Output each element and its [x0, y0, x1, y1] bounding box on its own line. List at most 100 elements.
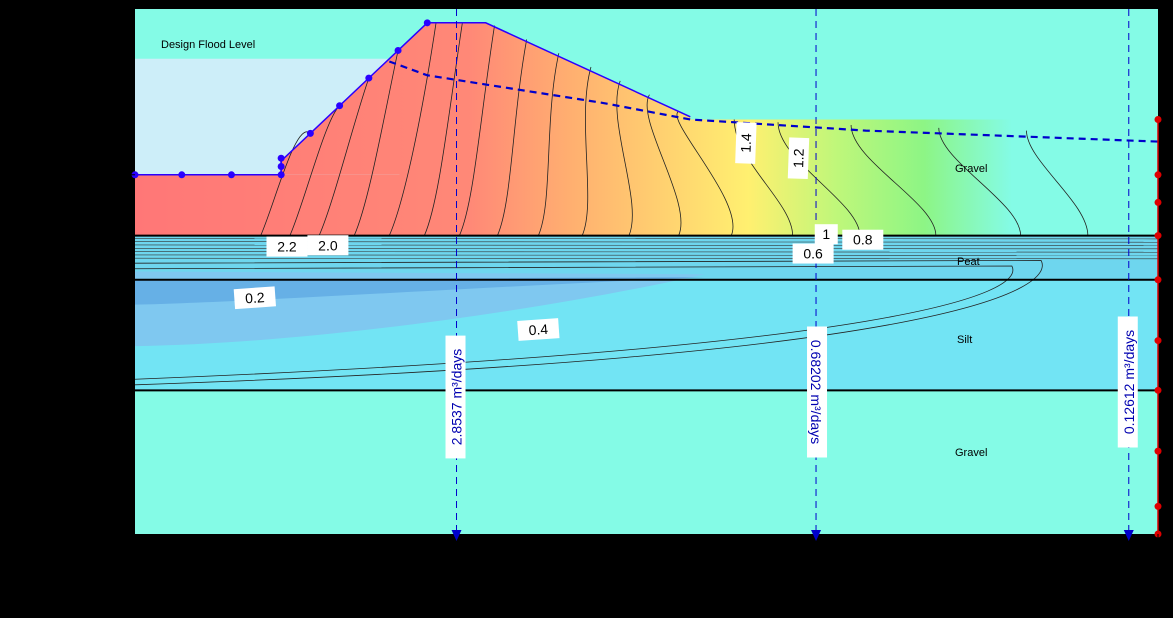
contour-label-box	[842, 229, 884, 250]
flux-section-arrow	[451, 530, 462, 541]
x-tick-label: 30	[1005, 541, 1019, 556]
y-tick-label: -11.5	[99, 471, 128, 486]
lowest-head-zone	[135, 277, 705, 305]
upstream-boundary-node	[277, 163, 285, 170]
y-tick-label: -6.5	[106, 333, 128, 348]
x-tick-label: 5	[278, 541, 285, 556]
contour-line	[260, 131, 311, 236]
flux-label-group: 2.8537 m³/days	[445, 335, 466, 459]
upstream-boundary-node	[365, 74, 373, 82]
upstream-boundary-node	[336, 102, 344, 110]
contour-label-text: 0.4	[528, 321, 549, 338]
contour-line	[537, 53, 560, 236]
contour-line	[353, 50, 399, 236]
y-tick-label: -12.5	[98, 498, 128, 513]
head-contours	[134, 22, 1159, 386]
contour-labels: 2.2 2.0 0.2 0.4 1.4 1.2 1 0.8 0.6	[233, 122, 884, 341]
layer-gravel	[135, 390, 1158, 534]
contour-label: 0.6	[792, 243, 834, 264]
x-tick-label: 20	[712, 541, 726, 556]
flux-value-label: 0.12612 m³/days	[1121, 330, 1137, 434]
y-tick-label: -5.5	[106, 305, 128, 320]
contour-line	[938, 127, 1022, 236]
x-tick-label: 0	[131, 541, 138, 556]
contour-label-text: 1.4	[738, 133, 755, 153]
flux-label-group: 0.68202 m³/days	[807, 326, 828, 458]
contour-line	[1026, 130, 1089, 236]
contour-label: 1.4	[735, 122, 757, 164]
contour-label-text: 2.2	[277, 239, 297, 255]
y-tick-label: -8.5	[106, 388, 128, 403]
gravel-top-label: Gravel	[955, 163, 987, 175]
upstream-boundary-node	[423, 19, 431, 27]
contour-label: 2.2	[266, 236, 308, 257]
x-tick-label: 35	[1151, 541, 1165, 556]
layer-boundaries	[135, 160, 1158, 392]
x-tick-label: 15	[566, 541, 580, 556]
contour-label-text: 1	[822, 226, 830, 242]
design-flood-level-label: Design Flood Level	[161, 39, 255, 51]
contour-line	[777, 122, 861, 236]
flux-label-box	[445, 335, 466, 459]
upstream-boundary-node	[306, 129, 314, 137]
flux-label-box	[807, 326, 828, 458]
y-tick-label: -3.5	[106, 250, 128, 265]
gravel-bottom-label: Gravel	[955, 447, 987, 459]
contour-line	[134, 257, 1159, 260]
y-tick-label: 3.5	[110, 56, 128, 71]
contour-label: 2.0	[307, 235, 349, 256]
contour-line	[850, 125, 937, 236]
x-tick-label: 10	[420, 541, 434, 556]
flux-sections: 2.8537 m³/days 0.68202 m³/days 0.12612 m³/…	[445, 9, 1138, 541]
y-tick-label: -1.5	[106, 194, 128, 209]
contour-line	[646, 94, 682, 236]
contour-label: 0.4	[517, 318, 560, 341]
upstream-boundary-node	[227, 171, 235, 179]
upstream-boundary-node	[178, 171, 186, 179]
boundary-nodes	[131, 19, 1162, 538]
contour-label: 0.2	[233, 286, 276, 310]
upstream-boundary-node	[394, 46, 402, 54]
contour-line	[423, 22, 463, 236]
flux-value-label: 2.8537 m³/days	[449, 349, 465, 446]
contour-label: 1.2	[787, 137, 810, 180]
y-axis-title: Elevation (m)	[30, 219, 55, 357]
y-axis-ticks: 5.5 4.5 3.5 2.5 1.5 0.5 -0.5 -1.5 -2.5 -3.5 -4.5 -5…	[98, 1, 135, 541]
y-tick-label: -13.5	[98, 526, 128, 541]
upstream-boundary-node	[277, 154, 285, 162]
contour-label-box	[735, 122, 757, 164]
contour-label-box	[814, 224, 838, 245]
y-tick-label: 2.5	[110, 84, 128, 99]
y-tick-label: 0.5	[110, 139, 128, 154]
contour-line	[497, 39, 528, 236]
contour-label-text: 0.2	[245, 289, 266, 306]
contour-label-box	[307, 235, 349, 256]
contour-line	[318, 77, 370, 236]
contour-label-box	[792, 243, 834, 264]
flux-label-group: 0.12612 m³/days	[1117, 316, 1138, 448]
contour-label-text: 0.6	[803, 246, 823, 262]
silt-label: Silt	[957, 334, 972, 346]
y-tick-label: -0.5	[106, 167, 128, 182]
contour-label-box	[233, 286, 276, 310]
contour-line	[134, 265, 1014, 380]
contour-label: 0.8	[842, 229, 884, 250]
y-tick-label: -9.5	[106, 415, 128, 430]
x-axis-title: Distance (m)	[577, 583, 709, 608]
flux-value-label: 0.68202 m³/days	[808, 340, 824, 444]
y-tick-label: 1.5	[110, 112, 128, 127]
contour-line	[616, 80, 633, 236]
peat-label: Peat	[957, 256, 980, 268]
contour-label-box	[517, 318, 560, 341]
contour-line	[581, 66, 592, 236]
phreatic-line	[388, 60, 1159, 143]
contour-label-box	[266, 236, 308, 257]
y-tick-label: 5.5	[110, 1, 128, 16]
contour-line	[289, 105, 340, 236]
x-tick-label: 25	[858, 541, 872, 556]
x-axis-ticks: 0 5 10 15 20 25 30 35	[131, 534, 1165, 556]
y-tick-label: -10.5	[98, 443, 128, 458]
y-tick-label: 4.5	[110, 29, 128, 44]
